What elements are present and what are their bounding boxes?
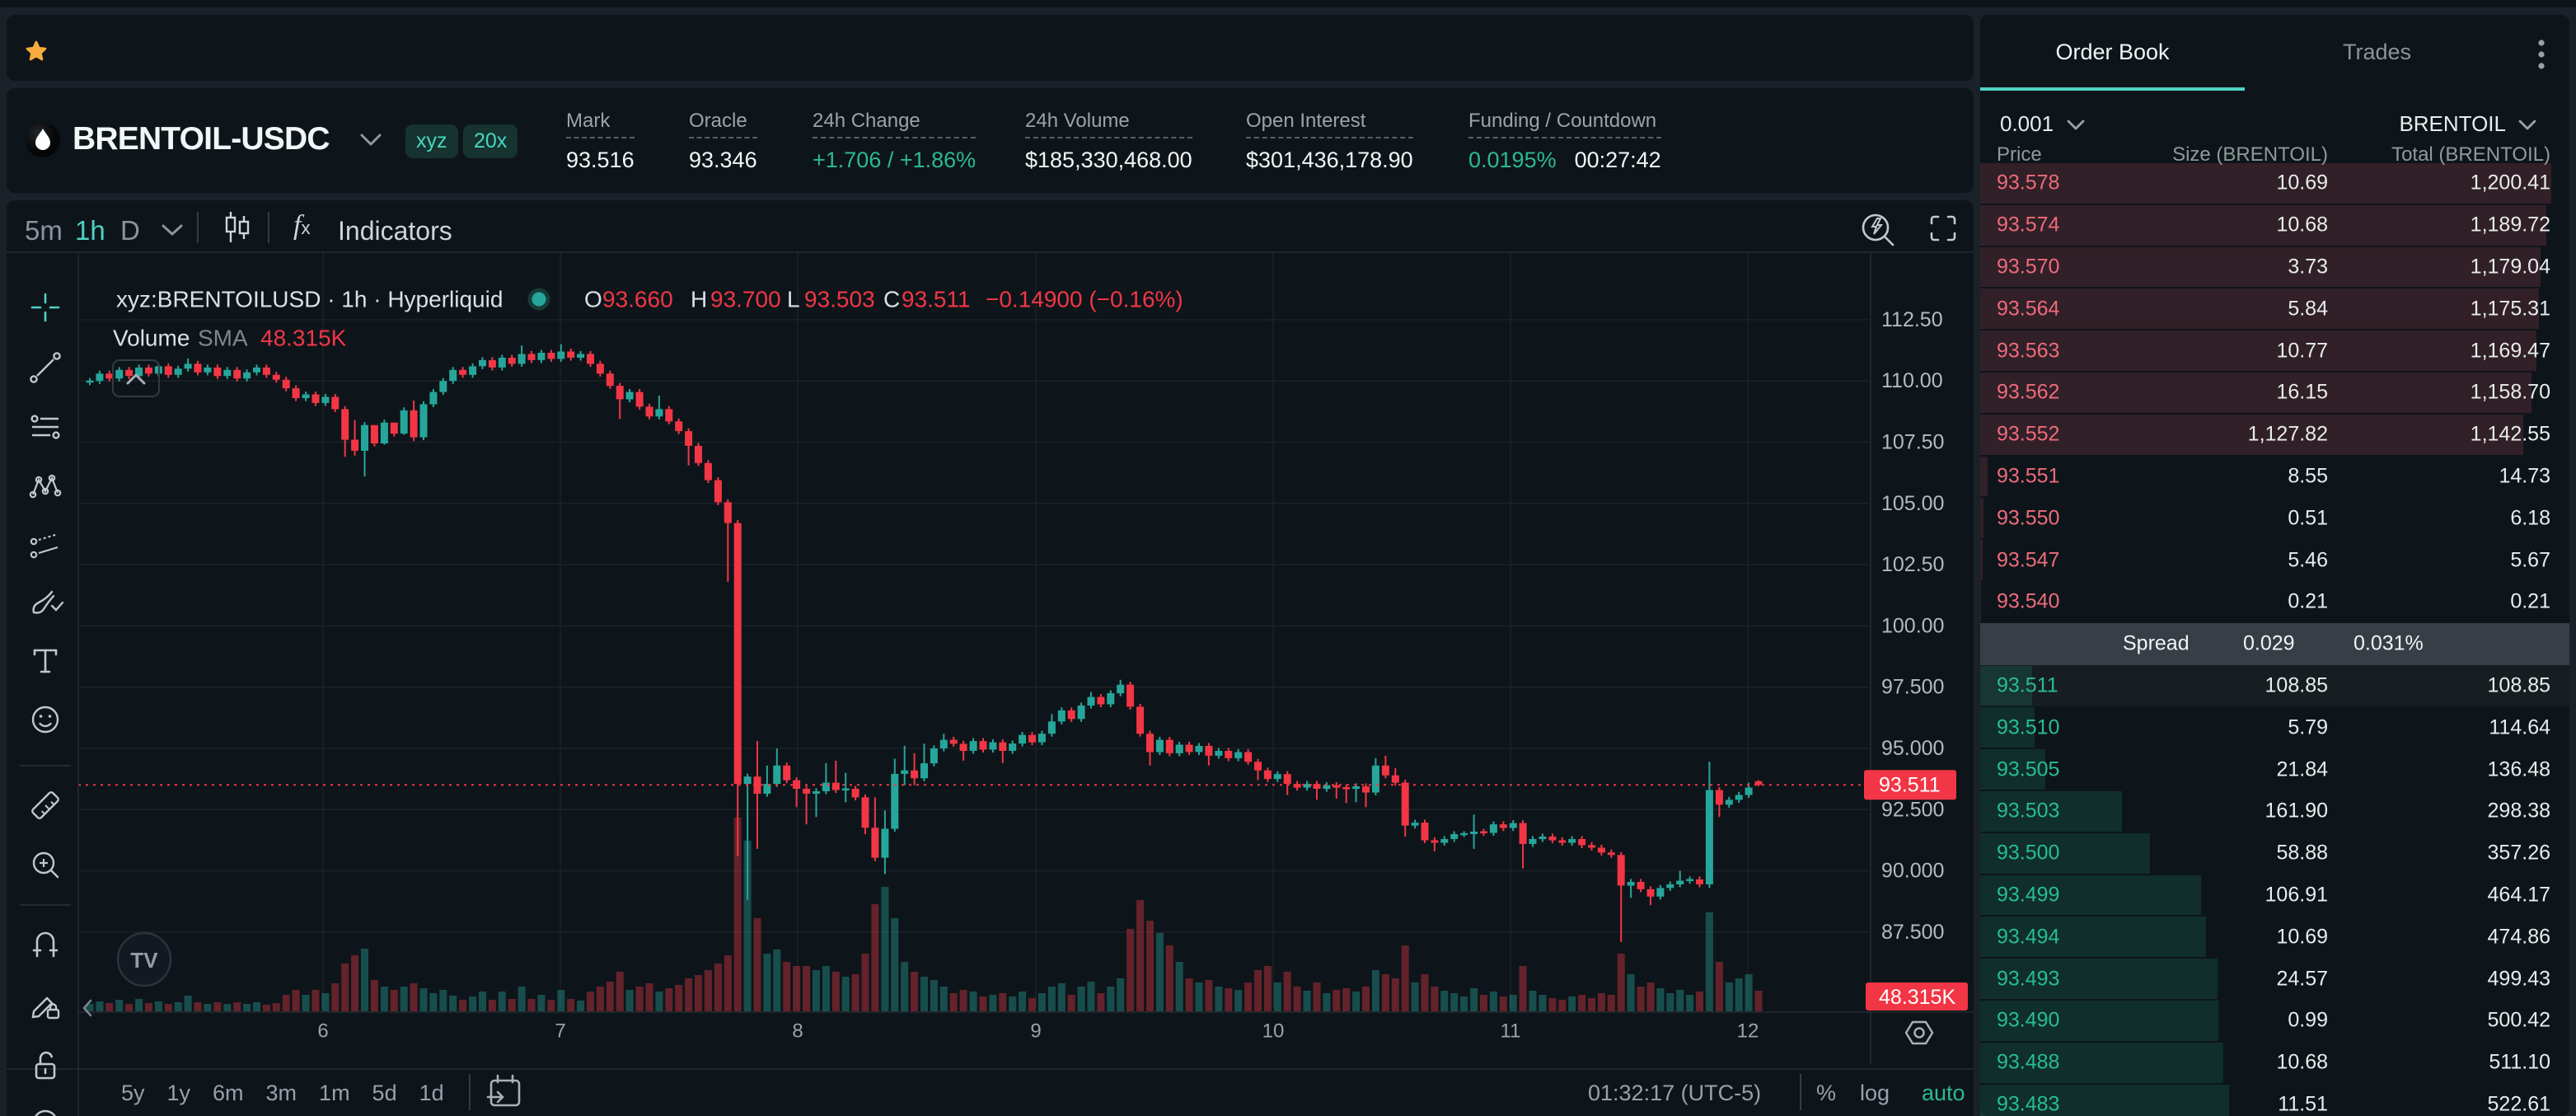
svg-text:H: H — [691, 287, 707, 312]
svg-text:100.00: 100.00 — [1881, 614, 1944, 637]
svg-text:6: 6 — [317, 1020, 328, 1043]
svg-text:L: L — [787, 287, 800, 312]
svg-text:9: 9 — [1030, 1020, 1041, 1043]
svg-text:90.000: 90.000 — [1881, 860, 1944, 883]
svg-text:93.660: 93.660 — [602, 287, 673, 312]
svg-text:107.50: 107.50 — [1881, 431, 1944, 454]
svg-text:C: C — [883, 287, 900, 312]
svg-text:97.500: 97.500 — [1881, 676, 1944, 699]
svg-text:TV: TV — [130, 948, 158, 973]
svg-text:8: 8 — [792, 1020, 803, 1043]
svg-text:102.50: 102.50 — [1881, 553, 1944, 576]
svg-text:110.00: 110.00 — [1881, 369, 1943, 392]
svg-text:93.511: 93.511 — [902, 287, 971, 312]
svg-text:87.500: 87.500 — [1881, 921, 1944, 944]
svg-text:92.500: 92.500 — [1881, 798, 1944, 821]
svg-text:48.315K: 48.315K — [260, 326, 347, 351]
svg-text:11: 11 — [1501, 1020, 1521, 1043]
svg-text:93.503: 93.503 — [804, 287, 875, 312]
svg-text:−0.14900 (−0.16%): −0.14900 (−0.16%) — [986, 287, 1183, 312]
svg-text:48.315K: 48.315K — [1879, 986, 1955, 1009]
svg-text:112.50: 112.50 — [1881, 308, 1943, 331]
svg-text:93.700: 93.700 — [710, 287, 781, 312]
svg-text:7: 7 — [555, 1020, 565, 1043]
svg-text:SMA: SMA — [198, 326, 248, 351]
svg-text:12: 12 — [1737, 1020, 1759, 1043]
svg-text:10: 10 — [1262, 1020, 1285, 1043]
svg-text:Volume: Volume — [113, 326, 190, 351]
svg-text:xyz:BRENTOILUSD · 1h · Hyperli: xyz:BRENTOILUSD · 1h · Hyperliquid — [116, 287, 503, 312]
svg-text:105.00: 105.00 — [1881, 492, 1944, 515]
svg-text:O: O — [584, 287, 602, 312]
svg-text:93.511: 93.511 — [1879, 773, 1941, 796]
svg-text:95.000: 95.000 — [1881, 737, 1944, 760]
